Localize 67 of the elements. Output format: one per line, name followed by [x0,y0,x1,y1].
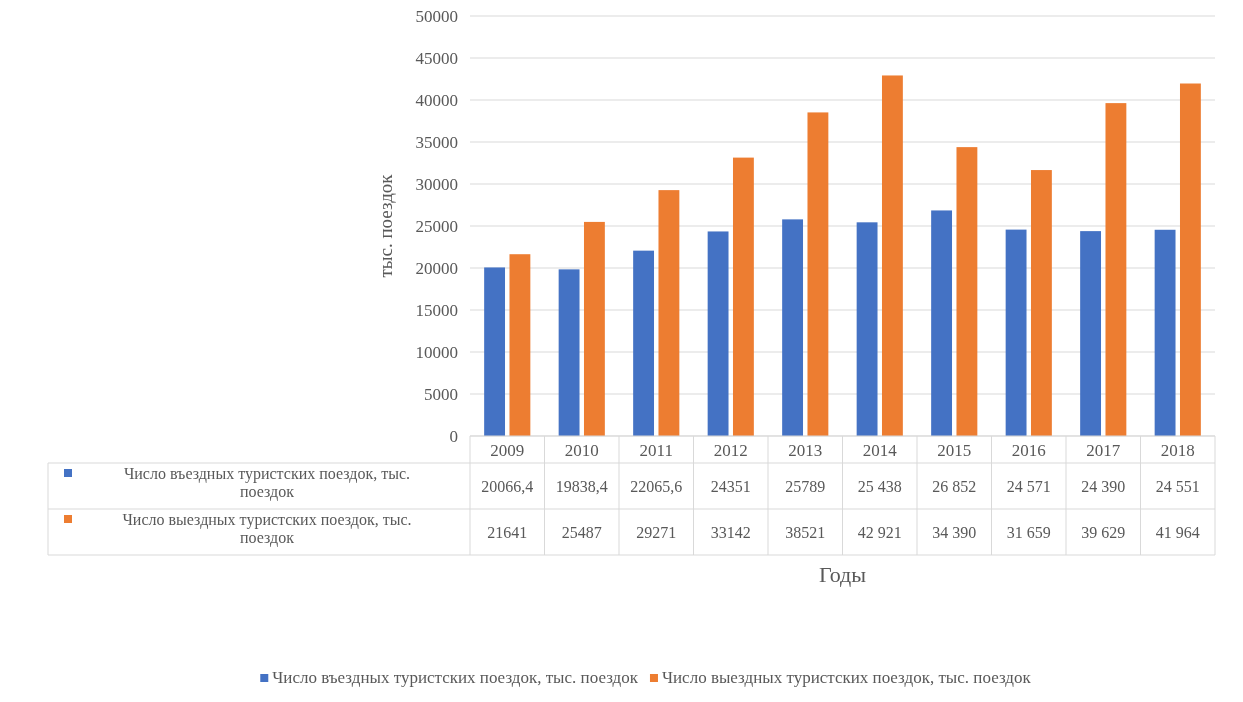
legend-label: Число въездных туристских поездок, тыс. поездок [272,668,639,687]
data-label: 42 921 [857,524,902,541]
data-label: 39 629 [1081,524,1126,541]
y-tick-label: 5000 [424,384,458,404]
bar [558,269,580,436]
bar [633,250,655,436]
data-label: 34 390 [932,524,977,541]
bar [1105,103,1127,436]
y-tick-label: 30000 [415,174,458,194]
x-axis-title: Годы [818,562,867,587]
x-tick-label: 2010 [564,440,599,460]
x-tick-label: 2015 [937,440,972,460]
bar [583,221,605,436]
bar [1080,231,1102,436]
data-label: 25 438 [857,478,902,495]
x-tick-label: 2011 [639,440,673,460]
bar [484,267,506,436]
bar [856,222,878,436]
y-tick-label: 40000 [415,90,458,110]
x-tick-label: 2013 [788,440,823,460]
bar [782,219,804,436]
y-tick-label: 15000 [415,300,458,320]
y-tick-label: 50000 [415,6,458,26]
y-axis-title: тыс. поездок [375,173,396,278]
data-label: 29271 [636,524,677,541]
data-label: 21641 [487,524,528,541]
y-tick-label: 35000 [415,132,458,152]
text: Число выездных туристских поездок, тыс. поездок [122,511,412,546]
data-label: 24 551 [1155,478,1200,495]
bar [956,147,978,436]
bar [881,75,903,436]
y-tick-label: 25000 [415,216,458,236]
bar [732,157,754,436]
bar [931,210,953,436]
bar [1179,83,1201,436]
data-label: 24 390 [1081,478,1126,495]
data-label: 22065,6 [630,478,683,495]
data-label: 24351 [710,478,751,495]
bar [707,231,729,436]
x-tick-label: 2009 [490,440,525,460]
x-tick-label: 2014 [862,440,898,460]
data-label: 41 964 [1155,524,1200,541]
data-label: 33142 [710,524,751,541]
x-tick-label: 2017 [1086,440,1121,460]
bar [1005,229,1027,436]
data-label: 25487 [561,524,602,541]
bar [1030,170,1052,436]
x-tick-label: 2012 [713,440,748,460]
legend-label: Число выездных туристских поездок, тыс. поездок [661,668,1032,687]
data-label: 24 571 [1006,478,1051,495]
x-tick-label: 2018 [1160,440,1195,460]
data-label: 26 852 [932,478,977,495]
data-label: 25789 [785,478,826,495]
text: Число въездных туристских поездок, тыс. поездок [123,465,411,500]
y-tick-label: 0 [449,426,458,446]
data-label: 38521 [785,524,826,541]
y-tick-label: 10000 [415,342,458,362]
bar [509,254,531,436]
y-tick-label: 20000 [415,258,458,278]
data-label: 19838,4 [555,478,608,495]
bar [658,190,680,436]
y-tick-label: 45000 [415,48,458,68]
data-label: 31 659 [1006,524,1051,541]
data-label: 20066,4 [481,478,534,495]
x-tick-label: 2016 [1011,440,1046,460]
bar [1154,229,1176,436]
bar [807,112,829,436]
